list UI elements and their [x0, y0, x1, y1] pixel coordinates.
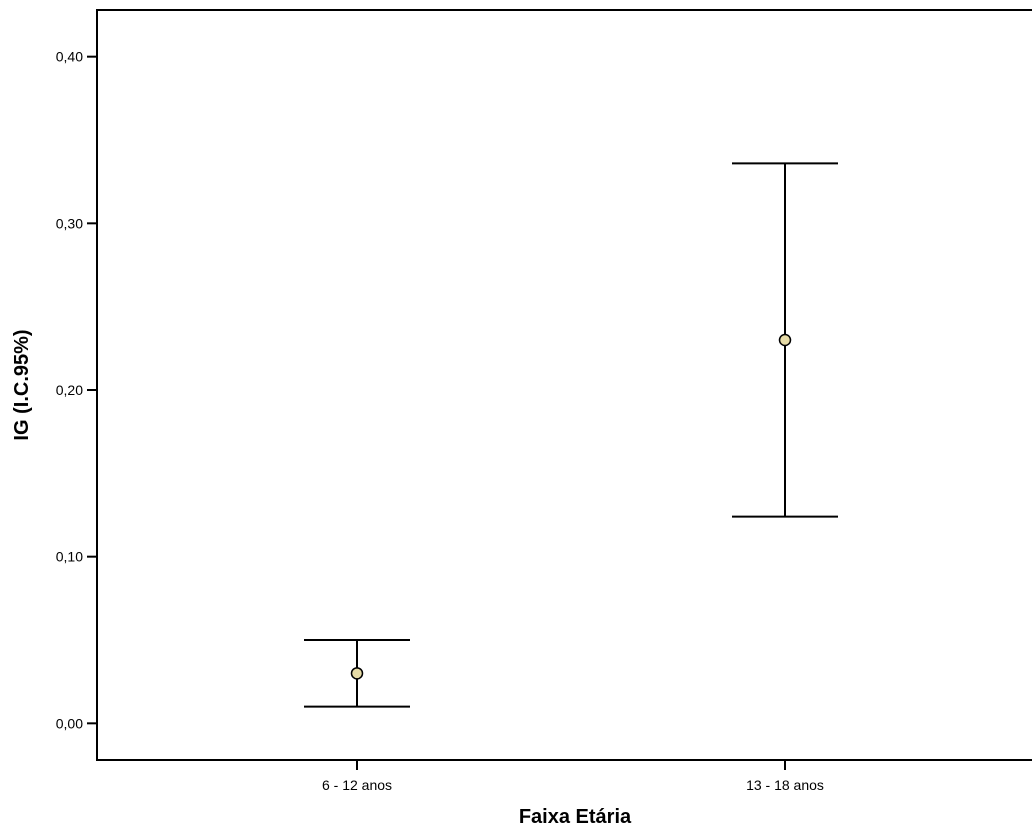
x-tick-label: 6 - 12 anos: [322, 777, 392, 793]
y-tick-label: 0,30: [56, 215, 83, 231]
y-tick-label: 0,20: [56, 382, 83, 398]
plot-frame: [96, 9, 1032, 761]
mean-point: [778, 333, 792, 347]
x-axis-ticks: 6 - 12 anos 13 - 18 anos: [322, 760, 824, 793]
mean-point: [350, 667, 364, 680]
x-axis-title: Faixa Etária: [519, 806, 632, 828]
y-tick-label: 0,00: [56, 715, 83, 731]
x-tick-label: 13 - 18 anos: [746, 777, 824, 793]
y-tick-label: 0,40: [56, 49, 83, 65]
y-tick-label: 0,10: [56, 549, 83, 565]
y-axis-title: IG (I.C.95%): [11, 329, 33, 440]
y-axis-ticks: 0,00 0,10 0,20 0,30 0,40: [56, 49, 97, 731]
error-bar-series: [304, 162, 838, 708]
